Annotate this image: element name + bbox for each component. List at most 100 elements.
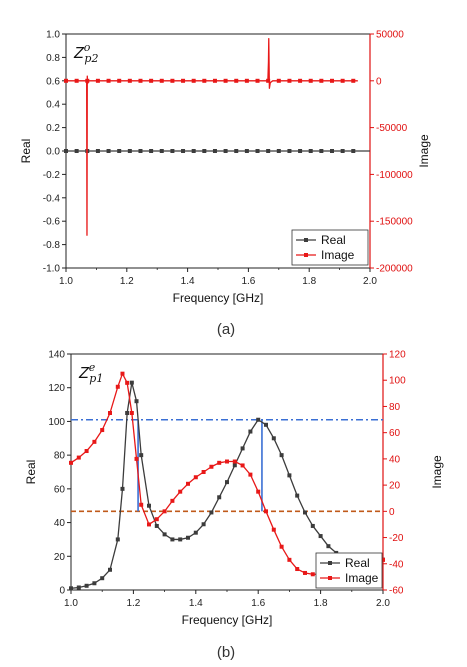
x-tick-label: 1.2	[126, 598, 140, 609]
data-point-real	[209, 510, 214, 515]
data-point-image	[106, 78, 111, 83]
y-tick-label: 0.2	[46, 123, 60, 134]
data-point-image	[298, 78, 303, 83]
data-point-real	[248, 429, 253, 434]
data-point-image	[256, 489, 261, 494]
y2-tick-label: 0	[376, 76, 382, 87]
data-point-real	[271, 436, 276, 441]
y2-tick-label: -100000	[376, 170, 413, 181]
caption-a: (a)	[217, 321, 235, 338]
data-point-real	[186, 535, 190, 540]
data-point-real	[298, 149, 303, 153]
x-axis-label-a: Frequency [GHz]	[173, 291, 264, 305]
data-point-real	[159, 149, 164, 153]
data-point-real	[217, 495, 222, 500]
data-point-image	[225, 459, 229, 464]
data-point-real	[225, 480, 229, 485]
data-point-image	[76, 455, 81, 460]
x-tick-label: 2.0	[376, 598, 390, 609]
y2-tick-label: -40	[389, 559, 404, 570]
data-point-image	[193, 475, 198, 480]
data-point-image	[74, 78, 79, 83]
data-point-real	[181, 149, 186, 153]
data-point-image	[276, 78, 281, 83]
data-point-real	[240, 446, 245, 451]
data-point-image	[266, 78, 271, 83]
data-point-image	[84, 449, 89, 454]
x-axis-label-b: Frequency [GHz]	[182, 613, 273, 627]
data-point-image	[125, 380, 130, 385]
data-point-image	[264, 509, 268, 514]
panel-a: 1.0 1.2 1.4 1.6 1.8 2.0 -1.0 -0.8 -0.6 -0.4 -0.2 0.…	[19, 30, 431, 339]
axis-ticks-a: 1.0 1.2 1.4 1.6 1.8 2.0 -1.0 -0.8 -0.6 -0.4 -0.2 0.…	[43, 30, 413, 288]
data-point-real	[115, 537, 120, 542]
data-point-real	[127, 149, 132, 153]
y2-axis-label-b: Image	[430, 455, 444, 489]
data-point-real	[108, 567, 112, 572]
data-point-real	[279, 453, 284, 458]
data-point-image	[95, 78, 100, 83]
y-tick-label: 0.0	[46, 147, 60, 158]
data-point-image	[279, 544, 284, 549]
data-point-image	[330, 78, 334, 83]
data-point-image	[100, 428, 105, 433]
legend-a: Real Image	[291, 229, 369, 266]
data-point-real	[287, 473, 292, 478]
data-point-image	[319, 78, 324, 83]
y2-tick-label: -20	[389, 533, 404, 544]
y-tick-label: -0.2	[43, 170, 61, 181]
axis-ticks-b: 1.0 1.2 1.4 1.6 1.8 2.0 0 20 40 60 80 100 120 140 -60 -…	[48, 350, 406, 610]
data-point-image	[381, 557, 385, 562]
y-tick-label: -0.8	[43, 240, 61, 251]
data-point-image	[212, 78, 217, 83]
annotation-sup-b: e	[89, 361, 96, 374]
y2-tick-label: 0	[389, 507, 395, 518]
data-point-image	[244, 78, 249, 83]
data-point-image	[139, 502, 144, 507]
x-tick-label: 1.0	[59, 276, 73, 287]
data-point-real	[295, 493, 300, 498]
data-point-real	[170, 537, 175, 542]
y-tick-label: 1.0	[46, 30, 60, 41]
data-point-real	[84, 583, 89, 588]
data-point-image	[154, 517, 159, 522]
y-tick-label: 140	[48, 350, 65, 361]
x-tick-label: 1.8	[314, 598, 328, 609]
data-point-real	[100, 576, 105, 581]
data-point-image	[159, 78, 164, 83]
y2-tick-label: -50000	[376, 123, 408, 134]
data-point-image	[69, 460, 73, 465]
legend-marker-image-a	[304, 253, 308, 257]
data-point-image	[209, 464, 214, 469]
data-point-real	[129, 380, 134, 385]
data-point-image	[64, 78, 68, 83]
data-point-image	[149, 78, 154, 83]
series-line-image	[66, 38, 358, 236]
data-point-real	[310, 523, 315, 528]
data-point-image	[147, 522, 151, 527]
y-tick-label: -0.6	[43, 217, 61, 228]
y2-tick-label: 20	[389, 481, 401, 492]
data-point-real	[351, 149, 356, 153]
legend-b: Real Image	[315, 552, 383, 589]
data-point-image	[287, 78, 292, 83]
data-point-image	[127, 78, 132, 83]
data-point-real	[125, 411, 130, 415]
y-axis-label-a: Real	[19, 139, 33, 164]
data-point-image	[217, 460, 222, 465]
annotation-sup-a: o	[84, 41, 91, 54]
data-point-real	[193, 530, 198, 535]
data-point-image	[340, 78, 345, 83]
data-point-real	[326, 544, 331, 549]
y2-tick-label: -150000	[376, 217, 413, 228]
data-point-real	[287, 149, 292, 153]
legend-box-b	[315, 552, 383, 589]
y-tick-label: 40	[54, 518, 66, 529]
data-point-image	[351, 78, 356, 83]
data-point-real	[201, 522, 206, 527]
data-point-image	[170, 498, 175, 503]
x-tick-label: 1.4	[189, 598, 203, 609]
y-tick-label: 80	[54, 451, 66, 462]
